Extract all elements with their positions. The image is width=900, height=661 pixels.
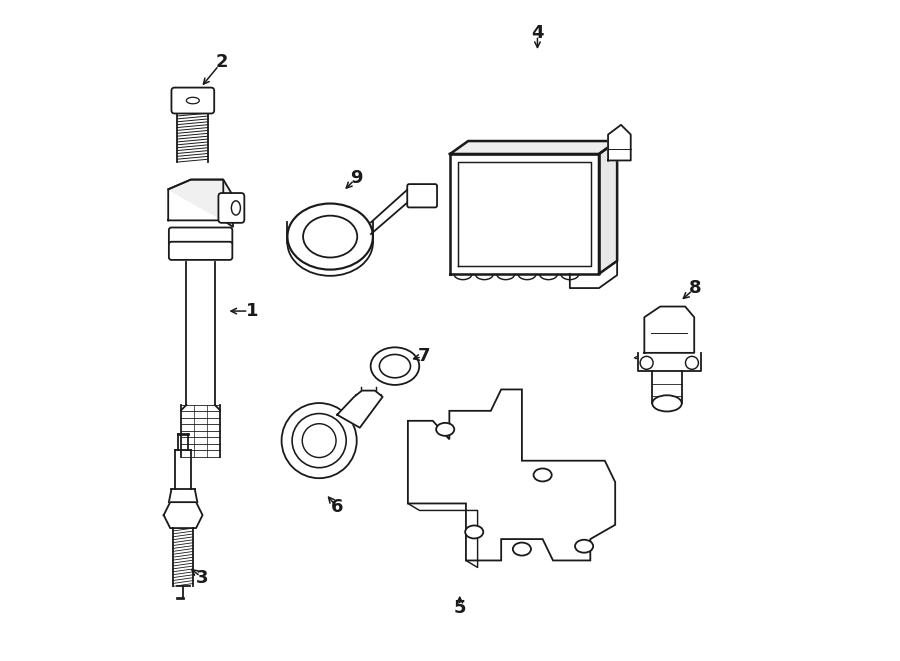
Polygon shape <box>450 154 599 274</box>
Circle shape <box>282 403 356 478</box>
FancyBboxPatch shape <box>169 227 232 246</box>
Ellipse shape <box>186 97 199 104</box>
Ellipse shape <box>652 395 681 411</box>
Polygon shape <box>450 141 617 154</box>
Ellipse shape <box>465 525 483 539</box>
FancyBboxPatch shape <box>219 193 244 223</box>
Text: 2: 2 <box>216 53 229 71</box>
Polygon shape <box>644 307 694 353</box>
Polygon shape <box>599 141 617 274</box>
Text: 5: 5 <box>454 599 466 617</box>
Polygon shape <box>608 125 631 161</box>
Text: 3: 3 <box>196 569 209 587</box>
Polygon shape <box>164 502 202 528</box>
Text: 8: 8 <box>688 280 701 297</box>
Polygon shape <box>652 371 681 403</box>
Ellipse shape <box>575 540 593 553</box>
Polygon shape <box>168 180 223 220</box>
Circle shape <box>640 356 653 369</box>
Circle shape <box>302 424 336 457</box>
Text: 4: 4 <box>531 24 544 42</box>
Polygon shape <box>408 389 616 561</box>
Text: 7: 7 <box>418 348 430 366</box>
Ellipse shape <box>534 469 552 481</box>
Text: 9: 9 <box>350 169 363 187</box>
Text: 1: 1 <box>247 302 258 320</box>
Ellipse shape <box>303 215 357 258</box>
FancyBboxPatch shape <box>169 242 232 260</box>
Ellipse shape <box>371 347 419 385</box>
Ellipse shape <box>436 423 454 436</box>
Ellipse shape <box>513 543 531 555</box>
Circle shape <box>292 414 346 468</box>
Polygon shape <box>168 180 233 227</box>
Ellipse shape <box>287 204 373 270</box>
FancyBboxPatch shape <box>407 184 437 208</box>
FancyBboxPatch shape <box>172 87 214 114</box>
Ellipse shape <box>231 201 240 215</box>
Polygon shape <box>181 405 220 457</box>
Polygon shape <box>186 262 215 405</box>
Ellipse shape <box>380 354 410 378</box>
Circle shape <box>686 356 698 369</box>
Polygon shape <box>338 391 382 428</box>
Text: 6: 6 <box>330 498 343 516</box>
Polygon shape <box>637 353 701 371</box>
